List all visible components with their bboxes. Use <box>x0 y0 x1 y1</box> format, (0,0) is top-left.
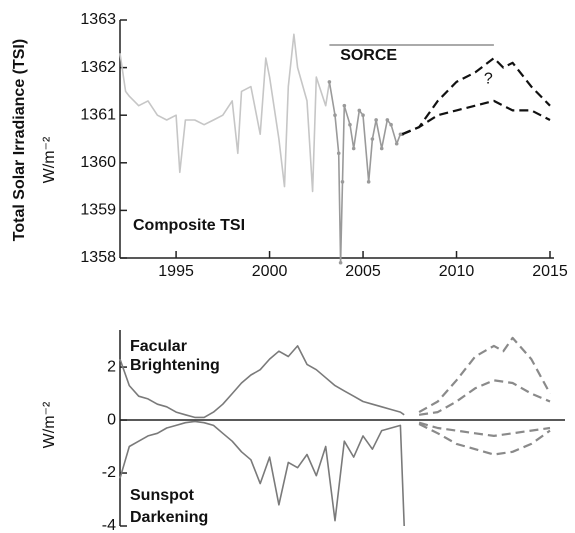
series-marker <box>370 137 375 141</box>
series-line <box>328 81 403 264</box>
series-marker <box>333 113 337 117</box>
series-line <box>401 99 551 136</box>
series-line <box>119 33 331 193</box>
x-tick-label: 2015 <box>532 263 568 280</box>
x-tick-label: 2010 <box>439 263 475 280</box>
series-marker <box>374 118 378 122</box>
series-line <box>418 421 551 437</box>
series-marker <box>351 146 356 151</box>
annotation: Composite TSI <box>133 217 245 234</box>
series-marker <box>340 180 345 184</box>
series-line <box>418 423 551 456</box>
series-line <box>119 345 405 419</box>
y-tick-label: 1363 <box>80 11 116 28</box>
series-marker <box>366 180 371 184</box>
series-marker <box>327 80 332 84</box>
series-marker <box>342 103 347 108</box>
series-marker <box>394 141 399 146</box>
series-marker <box>385 118 390 122</box>
series-marker <box>379 146 384 151</box>
series-marker <box>389 122 393 127</box>
y-tick-label: 1362 <box>80 59 116 76</box>
y-tick-label: 1358 <box>80 249 116 266</box>
annotation: Brightening <box>130 357 220 374</box>
y-axis-unit: W/m⁻² <box>41 136 58 183</box>
annotation: SORCE <box>340 47 397 64</box>
y-tick-label: -4 <box>102 517 116 533</box>
annotation: ? <box>484 71 493 88</box>
series-marker <box>361 113 365 117</box>
series-marker <box>357 108 362 113</box>
x-tick-label: 1995 <box>158 263 194 280</box>
y-axis-unit: W/m⁻² <box>41 401 58 448</box>
y-tick-label: 0 <box>107 411 116 428</box>
series-line <box>119 420 405 527</box>
y-tick-label: 2 <box>107 358 116 375</box>
series-marker <box>348 122 352 127</box>
series-line <box>401 57 551 136</box>
x-tick-label: 2000 <box>252 263 288 280</box>
annotation: Facular <box>130 338 187 355</box>
y-tick-label: 1360 <box>80 154 116 171</box>
y-axis-title: Total Solar Irradiance (TSI) <box>11 39 28 241</box>
y-tick-label: 1361 <box>80 106 116 123</box>
annotation: Darkening <box>130 509 208 526</box>
series-marker <box>338 260 343 265</box>
series-line <box>418 336 551 414</box>
y-tick-label: 1359 <box>80 202 116 219</box>
x-tick-label: 2005 <box>345 263 381 280</box>
series-line <box>418 379 551 416</box>
series-marker <box>336 151 341 156</box>
y-tick-label: -2 <box>102 464 116 481</box>
annotation: Sunspot <box>130 487 195 504</box>
